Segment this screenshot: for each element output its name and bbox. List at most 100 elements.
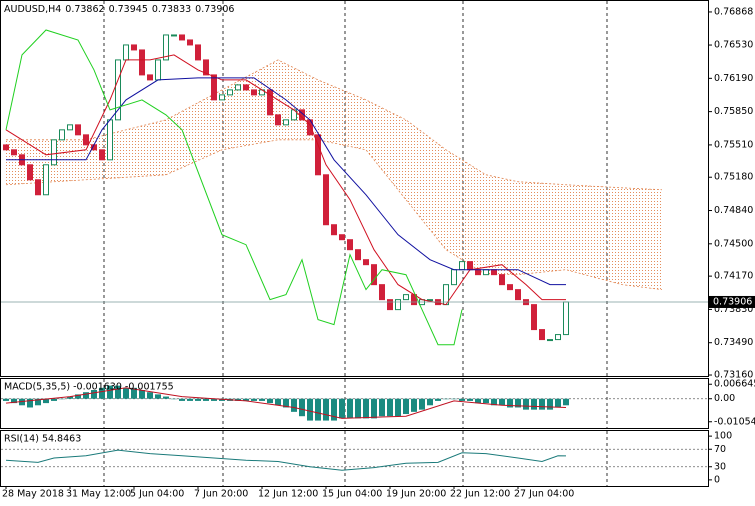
y-tick-label: 100 xyxy=(714,431,732,442)
candle xyxy=(27,164,33,181)
histogram-bar xyxy=(547,398,553,410)
y-tick-label: 0.006645 xyxy=(714,379,755,390)
histogram-bar xyxy=(283,398,289,408)
histogram-bar xyxy=(11,398,17,404)
histogram-bar xyxy=(83,392,89,399)
histogram-bar xyxy=(211,398,217,401)
histogram-bar xyxy=(427,398,433,406)
x-tick-label: 22 Jun 12:00 xyxy=(450,489,510,500)
rsi-line xyxy=(5,449,567,471)
candle xyxy=(467,261,473,271)
y-tick-label: -0.010542 xyxy=(714,416,755,427)
histogram-bar xyxy=(355,398,361,419)
header-low: 0.73833 xyxy=(152,4,191,15)
histogram-bar xyxy=(323,398,329,421)
candle xyxy=(59,129,65,141)
candle xyxy=(499,274,505,286)
histogram-bar xyxy=(475,398,481,404)
candle xyxy=(163,34,169,61)
histogram-bar xyxy=(299,398,305,417)
current-price-label: 0.73906 xyxy=(713,296,752,307)
panel-frame xyxy=(0,430,709,487)
candle xyxy=(323,174,329,226)
histogram-bar xyxy=(371,398,377,419)
histogram-bar xyxy=(387,398,393,417)
panel-frame xyxy=(0,378,709,429)
candle xyxy=(139,49,145,76)
candle xyxy=(115,59,121,121)
y-tick-label: 0.75850 xyxy=(714,106,753,117)
histogram-bar xyxy=(291,398,297,412)
histogram-bar xyxy=(483,398,489,404)
histogram-bar xyxy=(523,398,529,410)
ichimoku-cloud xyxy=(6,59,662,290)
histogram-bar xyxy=(131,387,137,399)
candle xyxy=(363,259,369,266)
indicator-title: MACD(5,35,5) -0.001630 -0.001755 xyxy=(4,382,174,393)
histogram-bar xyxy=(99,387,105,399)
y-tick-label: 30 xyxy=(714,461,726,472)
histogram-bar xyxy=(459,398,465,401)
candle xyxy=(331,224,337,236)
candle xyxy=(155,59,161,81)
histogram-bar xyxy=(403,398,409,415)
histogram-bar xyxy=(235,398,241,401)
candle xyxy=(51,139,57,166)
candle xyxy=(539,329,545,341)
histogram-bar xyxy=(251,398,257,401)
candle xyxy=(355,249,361,261)
histogram-bar xyxy=(171,398,177,400)
panel-frame xyxy=(0,0,709,377)
y-tick-label: 0.74170 xyxy=(714,271,753,282)
candle xyxy=(75,124,81,136)
histogram-bar xyxy=(555,398,561,408)
candle xyxy=(35,179,41,196)
y-tick-label: 0.73160 xyxy=(714,370,753,381)
histogram-bar xyxy=(531,398,537,410)
x-tick-label: 19 Jun 20:00 xyxy=(386,489,446,500)
candle xyxy=(83,134,89,146)
candle xyxy=(227,89,233,96)
histogram-bar xyxy=(195,398,201,401)
candle xyxy=(11,149,17,156)
histogram-bar xyxy=(147,392,153,399)
candle xyxy=(123,44,129,61)
candle xyxy=(395,299,401,311)
candle xyxy=(99,149,105,161)
indicator-title: RSI(14) 54.8463 xyxy=(4,434,81,445)
candle xyxy=(203,59,209,76)
x-tick-label: 5 Jun 04:00 xyxy=(130,489,184,500)
indicator-line xyxy=(5,54,566,306)
x-tick-label: 27 Jun 04:00 xyxy=(514,489,574,500)
candle xyxy=(315,134,321,176)
header-close: 0.73906 xyxy=(195,4,234,15)
candle xyxy=(283,119,289,126)
histogram-bar xyxy=(363,398,369,419)
candle xyxy=(107,119,113,161)
histogram-bar xyxy=(443,398,449,400)
chart-header: AUDUSD,H4 0.73862 0.73945 0.73833 0.73906 xyxy=(4,4,234,15)
histogram-bar xyxy=(19,398,25,406)
header-symbol: AUDUSD,H4 xyxy=(4,4,61,15)
histogram-bar xyxy=(507,398,513,408)
candle xyxy=(347,239,353,251)
y-tick-label: 0.00 xyxy=(714,393,735,404)
candle xyxy=(251,89,257,96)
candle xyxy=(459,261,465,271)
candle xyxy=(403,294,409,301)
histogram-bar xyxy=(259,398,265,401)
histogram-bar xyxy=(491,398,497,406)
histogram-bar xyxy=(203,398,209,401)
candle xyxy=(67,124,73,131)
y-tick-label: 0.75510 xyxy=(714,139,753,150)
histogram-bar xyxy=(179,398,185,401)
y-tick-label: 0.76868 xyxy=(714,6,753,17)
candle xyxy=(427,299,433,302)
y-tick-label: 0 xyxy=(714,474,720,485)
histogram-bar xyxy=(275,398,281,406)
y-tick-label: 0.73490 xyxy=(714,337,753,348)
histogram-bar xyxy=(67,396,73,399)
candle xyxy=(379,284,385,301)
candle xyxy=(491,269,497,276)
